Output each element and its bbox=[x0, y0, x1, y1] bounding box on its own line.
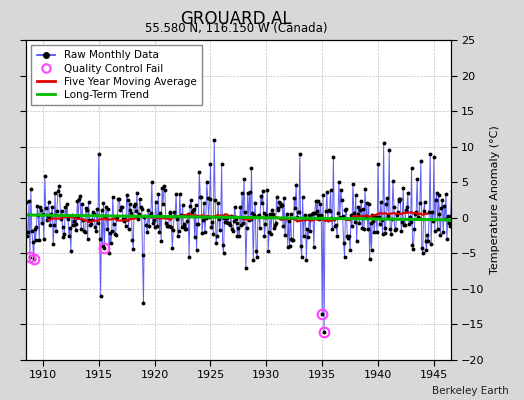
Text: 55.580 N, 116.150 W (Canada): 55.580 N, 116.150 W (Canada) bbox=[145, 22, 327, 35]
Legend: Raw Monthly Data, Quality Control Fail, Five Year Moving Average, Long-Term Tren: Raw Monthly Data, Quality Control Fail, … bbox=[31, 45, 202, 105]
Text: Berkeley Earth: Berkeley Earth bbox=[432, 386, 508, 396]
Text: GROUARD,AL: GROUARD,AL bbox=[180, 10, 292, 28]
Y-axis label: Temperature Anomaly (°C): Temperature Anomaly (°C) bbox=[490, 126, 500, 274]
